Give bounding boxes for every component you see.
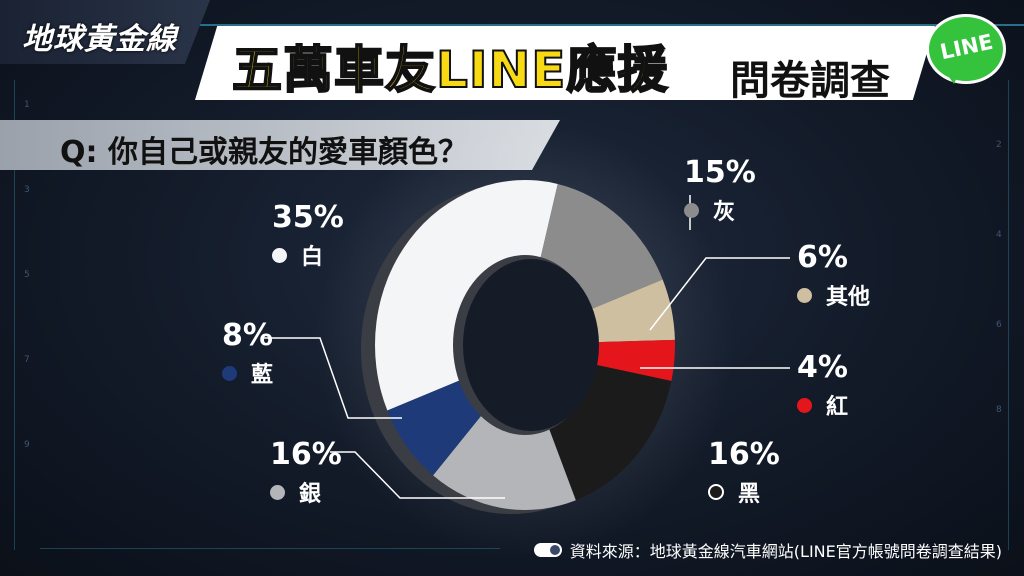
logo: 地球黃金線 [22, 22, 177, 57]
page-subtitle: 問卷調查 [730, 58, 890, 104]
legend-dot-other [797, 287, 812, 303]
scale-mark: 2 [996, 140, 1002, 150]
legend-dot-silver [270, 484, 285, 500]
donut-slice-white [375, 179, 558, 411]
leader-line-other [649, 257, 790, 331]
donut-hole [463, 259, 599, 431]
slice-value: 15% [684, 155, 756, 190]
source-note: 資料來源：地球黃金線汽車網站(LINE官方帳號問卷調查結果) [533, 538, 1002, 562]
frame-top-line [200, 24, 1024, 26]
scale-mark: 1 [24, 100, 30, 110]
donut-slice-silver [433, 416, 576, 510]
slice-label-red: 4% 紅 [797, 350, 848, 421]
donut-slice-red [595, 339, 675, 381]
leader-line-blue [262, 337, 402, 419]
scale-mark: 3 [24, 185, 30, 195]
slice-value: 16% [270, 437, 342, 472]
line-logo-icon: LINE [926, 14, 1006, 84]
slice-category: 其他 [826, 285, 871, 310]
slice-category: 黑 [738, 482, 761, 507]
scale-mark: 5 [24, 270, 30, 280]
toggle-icon [533, 543, 562, 557]
slice-label-other: 6% 其他 [797, 240, 870, 311]
slice-value: 16% [708, 437, 780, 472]
slice-value: 6% [797, 240, 848, 275]
slice-value: 8% [222, 318, 273, 353]
scale-mark: 4 [996, 230, 1002, 240]
line-logo-tail [944, 70, 960, 84]
title-banner [195, 26, 935, 100]
logo-panel [0, 0, 210, 64]
donut-slice-black [549, 364, 672, 501]
scale-mark: 9 [24, 440, 30, 450]
slice-label-silver: 16% 銀 [270, 437, 342, 508]
leader-line-silver [330, 451, 505, 499]
legend-dot-black [708, 484, 724, 500]
donut-slice-blue [387, 380, 481, 476]
slice-label-gray: 15% 灰 [684, 155, 756, 226]
scale-mark: 8 [996, 405, 1002, 415]
slice-category: 灰 [713, 200, 736, 225]
legend-dot-red [797, 397, 812, 413]
slice-category: 白 [301, 245, 324, 270]
scale-mark: 6 [996, 320, 1002, 330]
legend-dot-white [272, 247, 287, 263]
scale-mark: 7 [24, 355, 30, 365]
slice-value: 4% [797, 350, 848, 385]
donut-slice-gray [540, 183, 663, 310]
slice-label-black: 16% 黑 [708, 437, 780, 508]
slice-label-white: 35% 白 [272, 200, 344, 271]
slice-category: 藍 [251, 363, 274, 388]
frame-bottom-line [40, 548, 500, 549]
legend-dot-gray [684, 202, 699, 218]
source-text: 資料來源：地球黃金線汽車網站(LINE官方帳號問卷調查結果) [569, 542, 1002, 561]
donut-slice-other [591, 279, 675, 343]
slice-value: 35% [272, 200, 344, 235]
frame-left-line [14, 80, 15, 550]
page-title: 五萬車友LINE應援 [231, 40, 669, 100]
legend-dot-blue [222, 365, 237, 381]
slice-category: 紅 [826, 395, 849, 420]
slice-category: 銀 [299, 482, 322, 507]
slice-label-blue: 8% 藍 [222, 318, 273, 389]
frame-right-line [1008, 80, 1009, 550]
